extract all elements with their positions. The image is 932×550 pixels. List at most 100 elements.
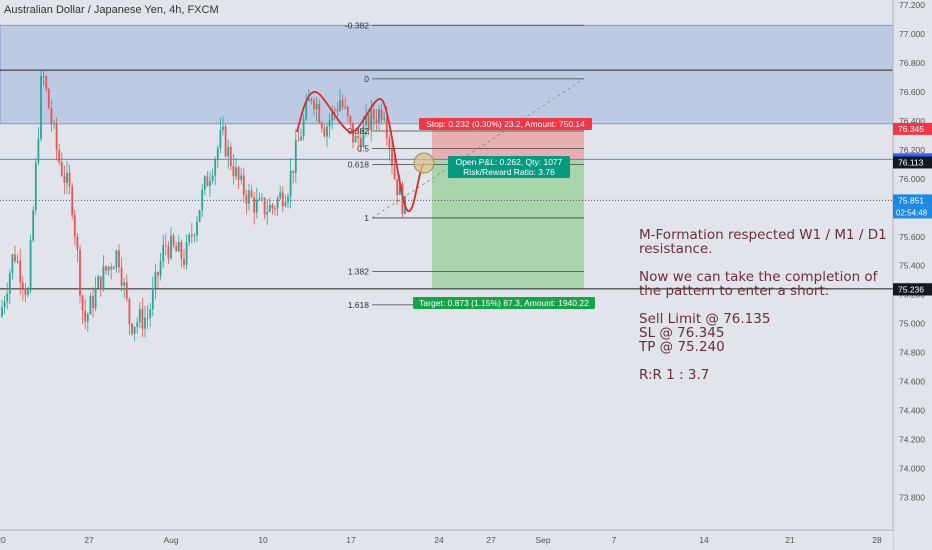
annotation-line-2: Now we can take the completion of the pa… [639, 269, 878, 299]
candle-68 [177, 235, 180, 252]
x-tick-4: 17 [346, 535, 356, 545]
candle-151 [393, 154, 396, 181]
m-formation-pattern[interactable] [296, 91, 425, 213]
candle-87 [227, 139, 230, 169]
candle-101 [263, 197, 266, 220]
countdown-tag: 02:54:48 [893, 206, 932, 219]
candle-144 [375, 108, 378, 131]
svg-text:Open P&L: 0.262, Qty: 1077: Open P&L: 0.262, Qty: 1077 [456, 157, 563, 167]
candle-48 [125, 274, 128, 303]
x-tick-2: Aug [163, 535, 178, 545]
target-label[interactable]: Target: 0.873 (1.15%) 87.3, Amount: 1940… [413, 297, 595, 309]
take-profit-zone[interactable] [432, 159, 584, 289]
candle-125 [326, 122, 328, 148]
candle-110 [287, 192, 289, 209]
svg-text:Target: 0.873 (1.15%) 87.3, Am: Target: 0.873 (1.15%) 87.3, Amount: 1940… [419, 298, 589, 308]
candle-50 [131, 322, 133, 337]
candle-40 [105, 265, 107, 275]
candle-37 [97, 274, 100, 289]
candle-5 [14, 245, 16, 264]
price-axis[interactable] [893, 0, 932, 550]
candle-10 [27, 286, 29, 297]
candle-62 [162, 234, 165, 268]
candle-146 [380, 103, 383, 125]
candle-103 [268, 197, 271, 213]
candle-44 [115, 249, 118, 273]
candle-122 [318, 99, 321, 124]
candle-116 [302, 114, 305, 141]
fib-trend-line[interactable] [371, 78, 585, 219]
svg-text:Stop: 0.232 (0.30%) 23.2, Amou: Stop: 0.232 (0.30%) 23.2, Amount: 750.14 [426, 119, 585, 129]
candle-92 [240, 167, 243, 185]
candle-23 [60, 152, 63, 178]
fib-label-5: 1 [364, 213, 369, 223]
candle-19 [50, 99, 53, 132]
candle-43 [112, 265, 115, 270]
candle-84 [219, 117, 222, 154]
candle-13 [34, 157, 37, 215]
x-tick-3: 10 [258, 535, 268, 545]
candle-131 [341, 94, 344, 110]
candle-0 [1, 300, 3, 318]
resistance-zone[interactable] [0, 24, 894, 125]
candle-6 [16, 254, 19, 264]
candle-154 [401, 181, 404, 218]
annotation-line-4: R:R 1 : 3.7 [639, 367, 710, 383]
candle-107 [279, 186, 282, 200]
candle-51 [133, 326, 136, 342]
time-axis[interactable] [0, 530, 893, 550]
candle-4 [11, 253, 14, 280]
candle-70 [183, 249, 185, 269]
candle-143 [372, 104, 375, 130]
y-tick-9: 75.400 [899, 261, 925, 271]
x-tick-11: 28 [872, 535, 882, 545]
candle-109 [284, 194, 287, 208]
y-tick-8: 75.600 [899, 232, 925, 242]
price-tag-0: 76.345 [893, 122, 932, 135]
candle-123 [320, 120, 323, 133]
candle-30 [79, 245, 81, 304]
candle-93 [242, 168, 245, 203]
candle-108 [281, 186, 284, 213]
candle-42 [110, 262, 113, 280]
annotation-line-3: Sell Limit @ 76.135 SL @ 76.345 TP @ 75.… [639, 311, 771, 355]
candle-55 [144, 305, 146, 338]
candle-97 [253, 192, 256, 225]
candle-1 [3, 295, 6, 314]
stop-loss-zone[interactable] [432, 128, 584, 160]
price-tag-3: 75.851 [893, 194, 932, 207]
candle-80 [209, 171, 211, 198]
candle-136 [354, 131, 357, 143]
candle-69 [180, 239, 183, 268]
candle-137 [357, 130, 360, 146]
candle-132 [344, 97, 347, 110]
candle-77 [201, 183, 204, 218]
candle-65 [170, 226, 172, 261]
candle-81 [211, 168, 214, 185]
candle-54 [141, 297, 144, 338]
candle-22 [58, 143, 61, 166]
candle-11 [29, 234, 32, 294]
candle-91 [237, 165, 240, 190]
candle-82 [214, 156, 217, 186]
chart-title: Australian Dollar / Japanese Yen, 4h, FX… [4, 4, 219, 16]
candle-85 [222, 116, 224, 136]
candle-117 [305, 93, 308, 121]
candle-78 [203, 174, 206, 196]
candle-27 [71, 182, 74, 220]
candle-100 [261, 193, 263, 202]
x-tick-1: 27 [84, 535, 94, 545]
y-tick-1: 77.000 [899, 29, 925, 39]
candle-53 [138, 302, 141, 328]
entry-circle[interactable] [413, 152, 435, 174]
stop-label[interactable]: Stop: 0.232 (0.30%) 23.2, Amount: 750.14 [419, 118, 592, 130]
candle-25 [66, 160, 68, 195]
candle-76 [198, 209, 201, 223]
candle-140 [365, 104, 367, 138]
candle-72 [188, 232, 191, 247]
y-tick-2: 76.800 [899, 58, 925, 68]
candle-119 [310, 97, 313, 105]
candle-46 [120, 257, 123, 292]
